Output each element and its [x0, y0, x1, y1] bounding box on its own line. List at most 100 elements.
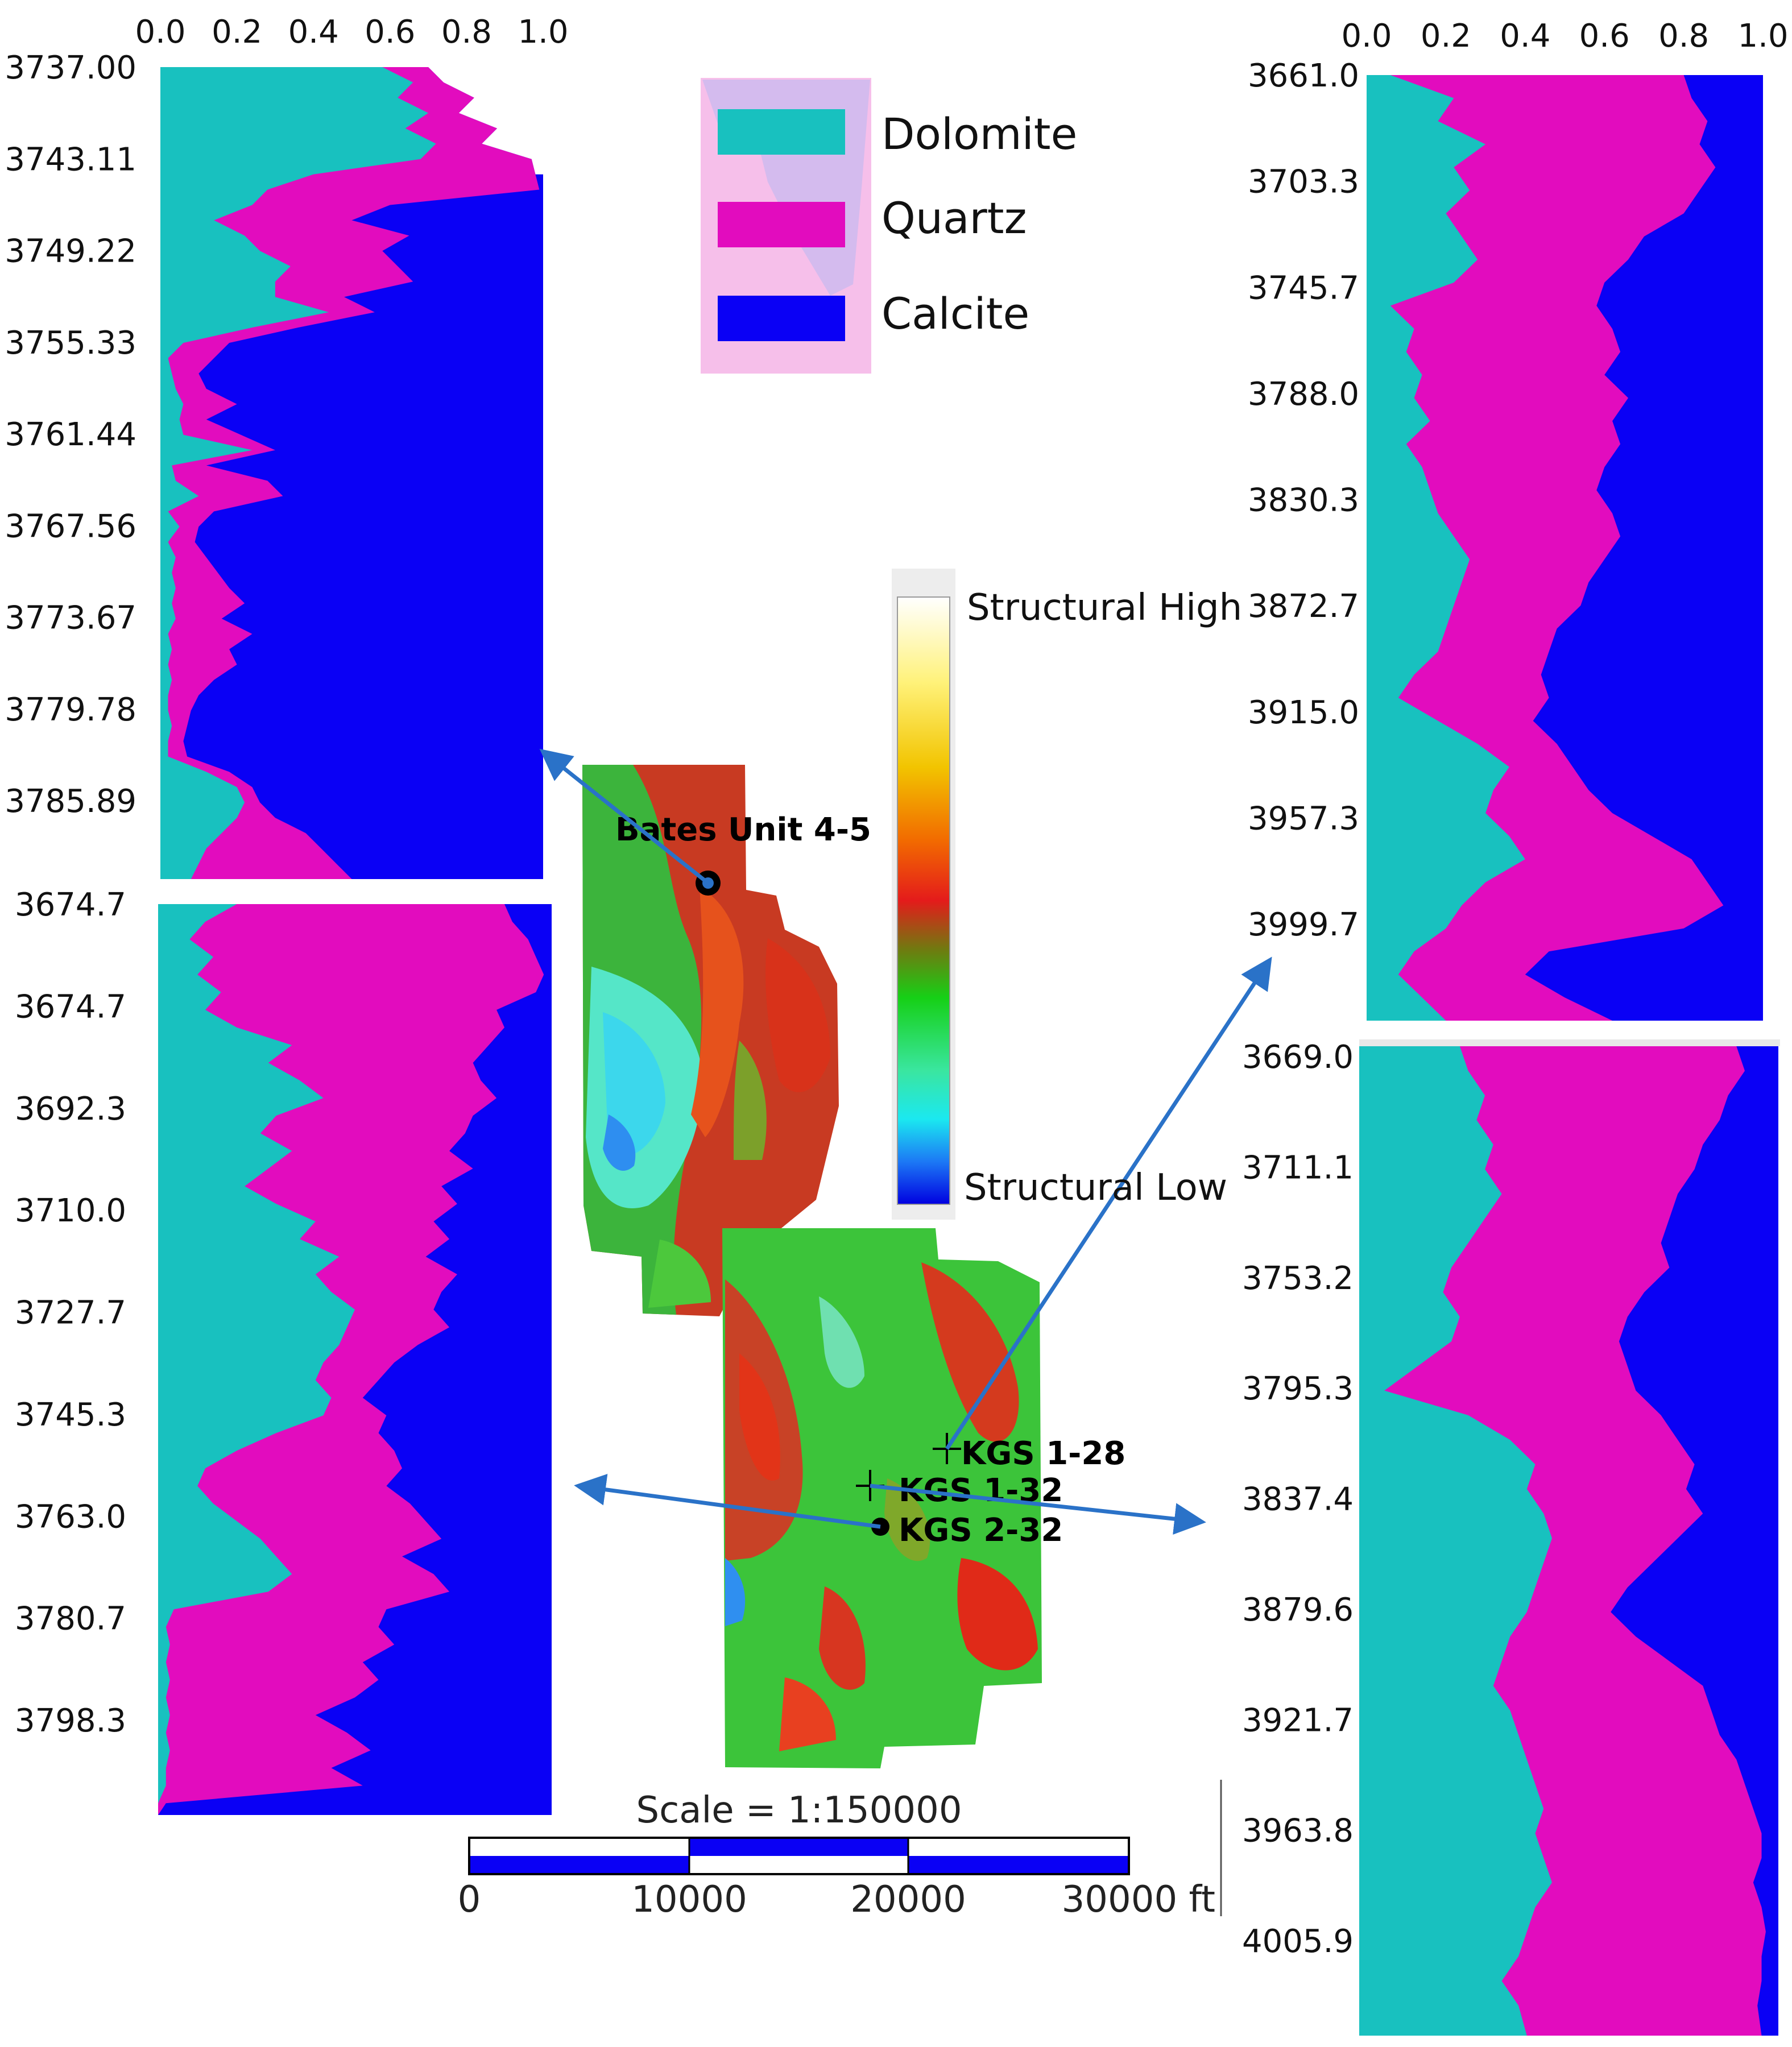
scale-segment-2-high: [689, 1839, 908, 1856]
x-tick-label: 1.0: [1737, 18, 1788, 55]
depth-tick-label: 3767.56: [5, 508, 136, 545]
legend-label-calcite: Calcite: [881, 288, 1029, 339]
depth-tick-label: 3703.3: [1248, 164, 1359, 201]
stacked-mineral-areas: [1367, 75, 1763, 1021]
arrow-to-kgs-2-32-log: [574, 1473, 881, 1529]
panel-frame-top: [1359, 1039, 1780, 1046]
scale-title: Scale = 1:150000: [636, 1789, 962, 1831]
depth-tick-label: 3745.7: [1248, 270, 1359, 306]
x-tick-label: 0.2: [1421, 18, 1471, 55]
depth-axis-labels: 3669.0 3711.1 3753.2 3795.3 3837.4 3879.6 3921…: [1242, 1039, 1354, 1960]
x-tick-label: 0.4: [288, 14, 339, 51]
dolomite-area: [1359, 1046, 1552, 2036]
x-tick-label: 0.6: [1579, 18, 1630, 55]
depth-tick-label: 3872.7: [1248, 588, 1359, 625]
x-tick-label: 0.0: [1341, 18, 1392, 55]
depth-tick-label: 3745.3: [15, 1397, 126, 1433]
colorbar-gradient: [897, 596, 950, 1205]
depth-tick-label: 3879.6: [1242, 1592, 1354, 1629]
depth-tick-label: 3963.8: [1242, 1813, 1354, 1850]
x-tick-label: 0.4: [1500, 18, 1550, 55]
depth-tick-label: 3798.3: [15, 1702, 126, 1739]
dolomite-area: [160, 67, 436, 879]
colorbar-top-label: Structural High: [967, 587, 1242, 629]
scale-tick-30000: 30000 ft: [1062, 1879, 1215, 1921]
connector-arrows: [539, 748, 1272, 1535]
scale-segment-1-low: [470, 1856, 689, 1873]
depth-tick-label: 3999.7: [1248, 906, 1359, 943]
arrow-to-bates-log: [539, 748, 710, 885]
x-axis-labels: 0.0 0.2 0.4 0.6 0.8 1.0: [1341, 18, 1788, 55]
mineral-legend: Dolomite Quartz Calcite: [701, 78, 1077, 374]
depth-tick-label: 3788.0: [1248, 376, 1359, 413]
depth-tick-label: 3780.7: [15, 1601, 126, 1638]
depth-tick-label: 3779.78: [5, 691, 136, 728]
well-label-kgs-1-28: KGS 1-28: [961, 1435, 1125, 1472]
depth-tick-label: 3749.22: [5, 233, 136, 270]
depth-tick-label: 3837.4: [1242, 1481, 1354, 1518]
depth-tick-label: 3753.2: [1242, 1260, 1354, 1297]
depth-tick-label: 3957.3: [1248, 800, 1359, 837]
well-log-panel-kgs-2-32: 3674.7 3674.7 3692.3 3710.0 3727.7 3745.3 3763…: [15, 886, 552, 1815]
unassigned-area: [428, 67, 543, 175]
well-kgs-1-28: KGS 1-28: [933, 1433, 1125, 1472]
arrow-to-kgs-1-32-log: [870, 1484, 1206, 1535]
depth-tick-label: 3674.7: [15, 988, 126, 1025]
well-log-panel-kgs-1-28: 0.0 0.2 0.4 0.6 0.8 1.0 3661.0 3703.3 3745.7 378…: [1248, 18, 1789, 1021]
x-tick-label: 0.0: [135, 14, 185, 51]
well-log-panel-kgs-1-32: 3669.0 3711.1 3753.2 3795.3 3837.4 3879.6 3921…: [1242, 1039, 1780, 2036]
depth-tick-label: 3761.44: [5, 416, 136, 453]
depth-tick-label: 3785.89: [5, 783, 136, 820]
depth-tick-label: 3795.3: [1242, 1370, 1354, 1407]
x-tick-label: 0.6: [365, 14, 415, 51]
map-scale-bar: Scale = 1:150000 0 10000 20000 30000 ft: [458, 1780, 1223, 1945]
x-axis-labels: 0.0 0.2 0.4 0.6 0.8 1.0: [135, 14, 568, 51]
structural-map: [582, 765, 1042, 1768]
depth-tick-label: 3830.3: [1248, 482, 1359, 519]
scale-tick-0: 0: [458, 1879, 481, 1921]
well-label-bates: Bates Unit 4-5: [615, 811, 871, 848]
well-log-panel-bates: 0.0 0.2 0.4 0.6 0.8 1.0 3737.00 3743.11 3749.22…: [5, 14, 569, 879]
depth-axis-labels: 3674.7 3674.7 3692.3 3710.0 3727.7 3745.3 3763…: [15, 886, 126, 1739]
depth-tick-label: 3743.11: [5, 141, 136, 178]
depth-tick-label: 3710.0: [15, 1192, 126, 1229]
depth-tick-label: 3661.0: [1248, 57, 1359, 94]
legend-swatch-calcite: [718, 296, 845, 341]
depth-axis-labels: 3661.0 3703.3 3745.7 3788.0 3830.3 3872.7 3915…: [1248, 57, 1359, 943]
depth-tick-label: 3763.0: [15, 1498, 126, 1535]
depth-tick-label: 3669.0: [1242, 1039, 1354, 1076]
well-kgs-2-32: KGS 2-32: [871, 1512, 1063, 1549]
depth-tick-label: 3727.7: [15, 1295, 126, 1332]
well-label-kgs-2-32: KGS 2-32: [899, 1512, 1063, 1549]
arrow-to-kgs-1-28-log: [945, 956, 1272, 1450]
depth-tick-label: 3915.0: [1248, 694, 1359, 731]
legend-label-quartz: Quartz: [881, 193, 1027, 243]
stacked-mineral-areas: [158, 904, 552, 1815]
depth-tick-label: 3692.3: [15, 1091, 126, 1128]
colorbar-bottom-label: Structural Low: [964, 1167, 1227, 1209]
depth-tick-label: 3921.7: [1242, 1702, 1354, 1739]
depth-tick-label: 3773.67: [5, 600, 136, 637]
scale-tick-20000: 20000: [850, 1879, 966, 1921]
depth-axis-labels: 3737.00 3743.11 3749.22 3755.33 3761.44 3767.…: [5, 49, 136, 820]
dolomite-area: [158, 904, 355, 1815]
structural-colorbar: Structural High Structural Low: [892, 569, 1242, 1220]
stacked-mineral-areas: [160, 67, 543, 879]
stacked-mineral-areas: [1359, 1046, 1778, 2036]
x-tick-label: 0.8: [1658, 18, 1709, 55]
legend-swatch-quartz: [718, 202, 845, 247]
depth-tick-label: 3737.00: [5, 49, 136, 86]
x-tick-label: 0.8: [441, 14, 492, 51]
scale-segment-3-low: [908, 1856, 1128, 1873]
x-tick-label: 1.0: [518, 14, 568, 51]
dolomite-area: [1367, 75, 1525, 1021]
depth-tick-label: 3674.7: [15, 886, 126, 923]
depth-tick-label: 3711.1: [1242, 1149, 1354, 1186]
x-tick-label: 0.2: [212, 14, 262, 51]
depth-tick-label: 3755.33: [5, 325, 136, 362]
scale-tick-10000: 10000: [631, 1879, 747, 1921]
depth-tick-label: 4005.9: [1242, 1923, 1354, 1960]
legend-swatch-dolomite: [718, 109, 845, 155]
legend-label-dolomite: Dolomite: [881, 109, 1077, 159]
